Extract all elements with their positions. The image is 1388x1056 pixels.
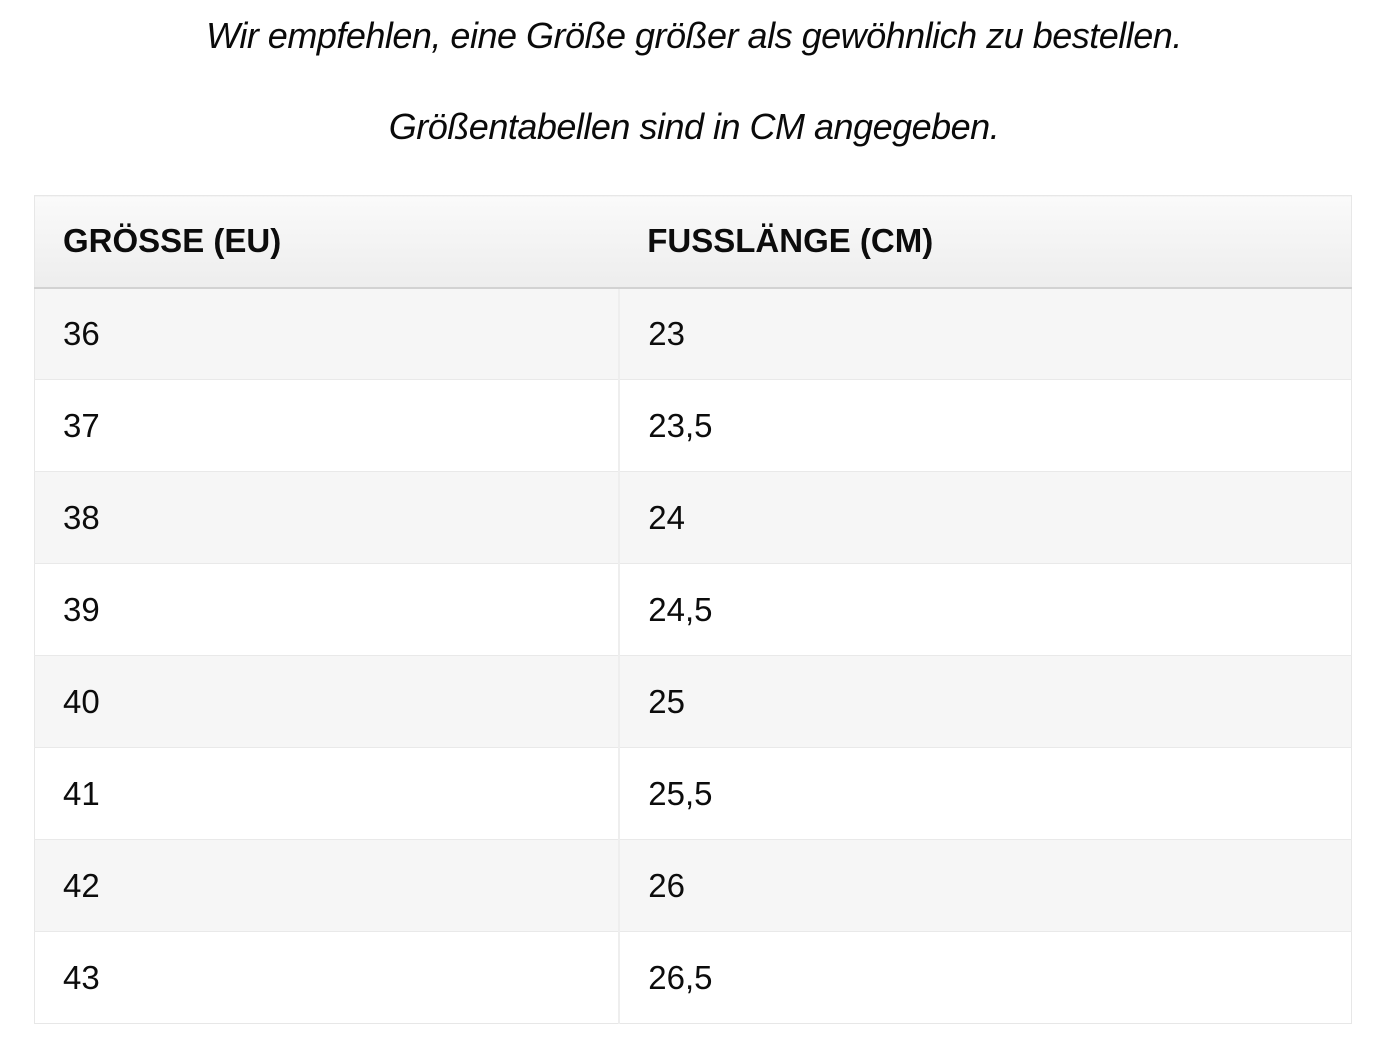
size-table-body: 36 23 37 23,5 38 24 39 24,5 40 25 41 25,5 42 26 43 26,5 [34, 287, 1352, 1024]
foot-length-cm-cell: 24,5 [618, 563, 1352, 656]
intro-line-recommendation: Wir empfehlen, eine Größe größer als gew… [206, 15, 1182, 56]
foot-length-cm-cell: 23 [618, 287, 1352, 380]
table-row: 38 24 [34, 471, 1352, 564]
column-header-size-eu: GRÖSSE (EU) [34, 195, 620, 289]
table-row: 39 24,5 [34, 563, 1352, 656]
column-header-foot-length-cm: FUSSLÄNGE (CM) [619, 195, 1352, 289]
size-eu-cell: 41 [34, 747, 620, 840]
table-row: 43 26,5 [34, 931, 1352, 1024]
table-row: 41 25,5 [34, 747, 1352, 840]
table-row: 36 23 [34, 287, 1352, 380]
table-row: 40 25 [34, 655, 1352, 748]
foot-length-cm-cell: 23,5 [618, 379, 1352, 472]
foot-length-cm-cell: 24 [618, 471, 1352, 564]
size-chart-table-wrap: GRÖSSE (EU) FUSSLÄNGE (CM) 36 23 37 23,5 38 2… [34, 195, 1352, 1024]
table-row: 42 26 [34, 839, 1352, 932]
size-chart-header: GRÖSSE (EU) FUSSLÄNGE (CM) [34, 195, 1352, 289]
size-eu-cell: 38 [34, 471, 620, 564]
header-row: GRÖSSE (EU) FUSSLÄNGE (CM) [34, 195, 1352, 289]
size-eu-cell: 43 [34, 931, 620, 1024]
foot-length-cm-cell: 25 [618, 655, 1352, 748]
size-eu-cell: 39 [34, 563, 620, 656]
intro-text: Wir empfehlen, eine Größe größer als gew… [0, 0, 1388, 148]
intro-line-cm-note: Größentabellen sind in CM angegeben. [388, 106, 1000, 147]
size-eu-cell: 40 [34, 655, 620, 748]
size-eu-cell: 37 [34, 379, 620, 472]
foot-length-cm-cell: 26 [618, 839, 1352, 932]
foot-length-cm-cell: 25,5 [618, 747, 1352, 840]
size-chart-table: GRÖSSE (EU) FUSSLÄNGE (CM) 36 23 37 23,5 38 2… [34, 195, 1352, 1024]
size-eu-cell: 36 [34, 287, 620, 380]
foot-length-cm-cell: 26,5 [618, 931, 1352, 1024]
size-eu-cell: 42 [34, 839, 620, 932]
table-row: 37 23,5 [34, 379, 1352, 472]
